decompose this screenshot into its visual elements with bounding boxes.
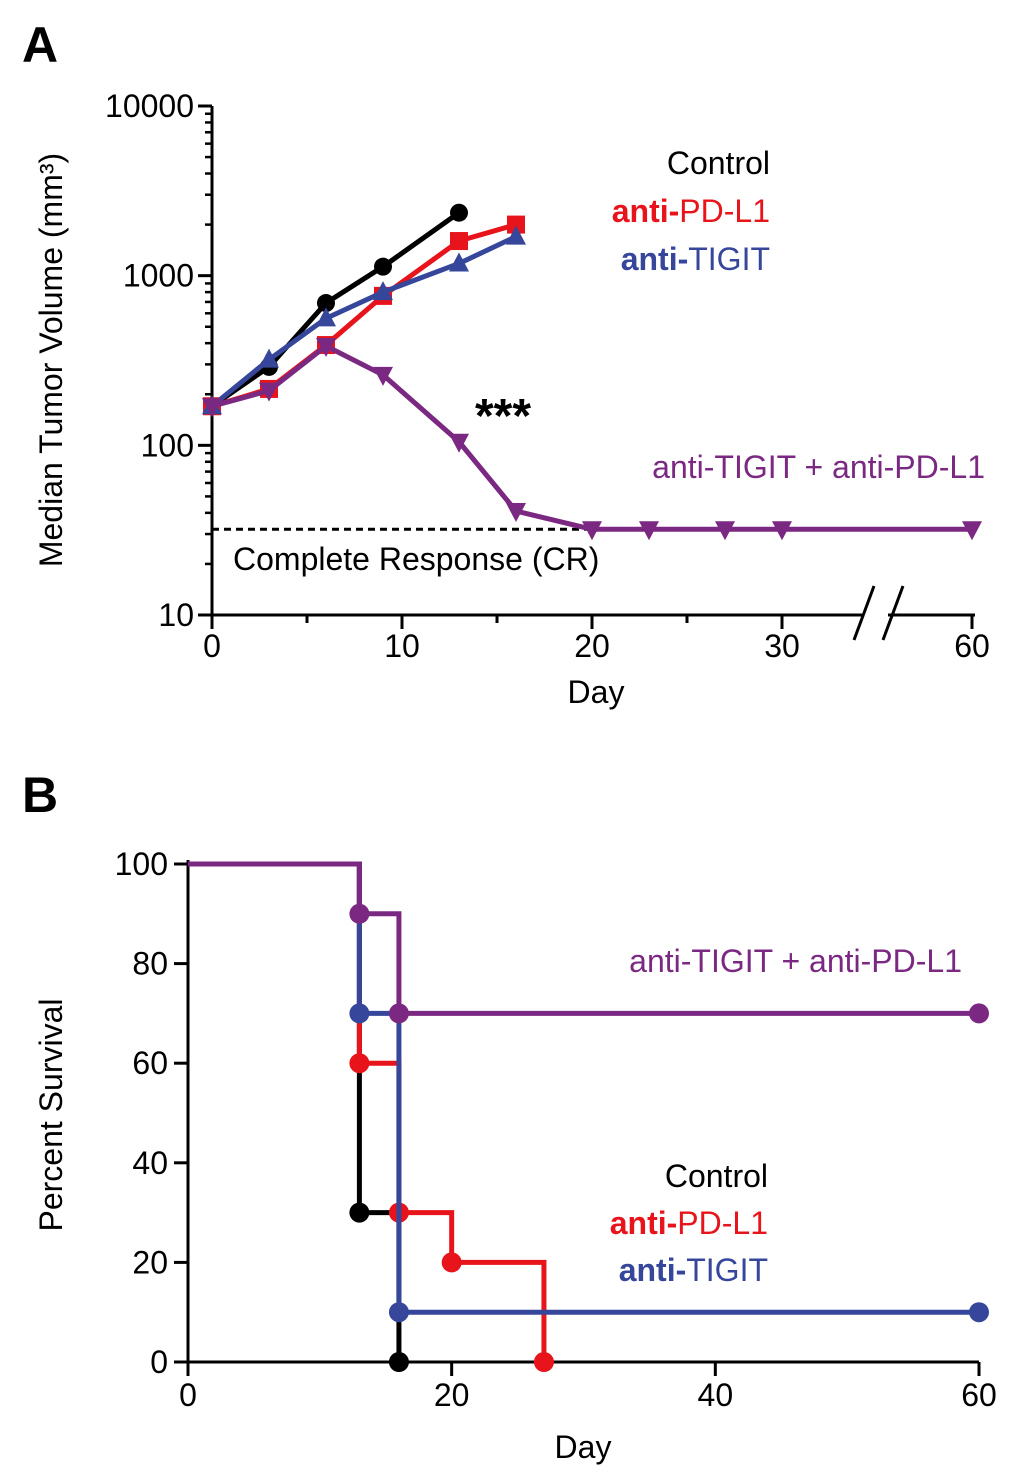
- anti_pdl1-censor-marker: [441, 1252, 462, 1273]
- panel-a-cr-label: Complete Response (CR): [233, 541, 599, 577]
- combo-point: [316, 338, 336, 358]
- y-tick-label: 40: [132, 1145, 168, 1181]
- combo-point: [449, 433, 469, 453]
- control-censor-marker: [349, 1202, 370, 1223]
- y-tick-label: 100: [141, 427, 194, 463]
- legend-entry: anti-TIGIT: [619, 1252, 768, 1288]
- legend-bold-prefix: anti-: [610, 1205, 678, 1241]
- combo-point: [259, 382, 279, 402]
- anti_pdl1-line: [211, 222, 517, 409]
- anti_tigit-censor-marker: [349, 1003, 370, 1024]
- axis-break-mark: [881, 585, 905, 641]
- x-tick-label: 10: [384, 628, 420, 664]
- y-tick-label: 100: [115, 846, 168, 882]
- combo-censor-marker: [349, 903, 370, 924]
- anti_tigit-point: [316, 307, 336, 327]
- anti_tigit-point: [373, 281, 393, 301]
- anti_pdl1-point: [507, 215, 525, 234]
- panel-b-letter: B: [22, 767, 58, 823]
- combo-point: [202, 398, 222, 418]
- y-tick-label: 10000: [105, 88, 194, 124]
- anti_tigit-line: [210, 234, 518, 409]
- legend-entry: Control: [667, 145, 770, 181]
- legend-label: PD-L1: [677, 1205, 768, 1241]
- combo-point: [772, 521, 792, 541]
- anti_tigit-point: [259, 348, 279, 368]
- x-tick-label: 20: [434, 1377, 470, 1413]
- legend-entry: anti-PD-L1: [612, 193, 770, 229]
- anti_pdl1-censor-marker: [533, 1352, 554, 1372]
- legend-entry: anti-TIGIT: [621, 241, 770, 277]
- panel-b-y-axis-label: Percent Survival: [33, 999, 69, 1232]
- control-survival-curve: [188, 861, 402, 1362]
- control-point: [374, 257, 392, 276]
- anti_tigit-point: [449, 252, 469, 272]
- legend-bold-prefix: anti-: [619, 1252, 687, 1288]
- combo-point: [639, 521, 659, 541]
- control-censor-marker: [388, 1352, 409, 1372]
- combo-point: [582, 521, 602, 541]
- anti_pdl1-censor-marker: [349, 1053, 370, 1074]
- combo-point: [962, 521, 982, 541]
- x-tick-label: 20: [574, 628, 610, 664]
- combo-survival-curve: [188, 861, 979, 1016]
- legend-bold-prefix: anti-: [621, 241, 689, 277]
- panel-a-significance: ***: [475, 390, 531, 443]
- x-tick-label: 30: [764, 628, 800, 664]
- legend-label: TIGIT: [686, 1252, 768, 1288]
- legend-label: Control: [667, 145, 770, 181]
- anti_pdl1-survival-curve: [188, 861, 547, 1362]
- y-tick-label: 1000: [123, 258, 194, 294]
- y-tick-label: 60: [132, 1045, 168, 1081]
- x-tick-label: 60: [954, 628, 990, 664]
- legend-entry: anti-PD-L1: [610, 1205, 768, 1241]
- anti_tigit-point: [506, 225, 526, 245]
- anti_pdl1-point: [450, 232, 468, 251]
- legend-entry: Control: [665, 1158, 768, 1194]
- x-tick-label: 0: [179, 1377, 197, 1413]
- panel-a-x-axis-label: Day: [568, 674, 625, 710]
- panel-b-x-axis-label: Day: [555, 1429, 612, 1465]
- anti_tigit-survival-curve: [188, 861, 979, 1315]
- panel-a-combo-label: anti-TIGIT + anti-PD-L1: [652, 449, 985, 485]
- panel-b-survival-chart: B 0 20 40 60 80 100 0 20 40 60 Percent Survival D…: [22, 767, 997, 1465]
- combo-point: [715, 521, 735, 541]
- legend-label: PD-L1: [679, 193, 770, 229]
- panel-a-y-axis-label: Median Tumor Volume (mm³): [33, 153, 69, 567]
- y-tick-label: 10: [158, 597, 194, 633]
- x-tick-label: 0: [203, 628, 221, 664]
- control-point: [450, 203, 468, 222]
- panel-a-letter: A: [22, 17, 58, 73]
- control-point: [317, 294, 335, 313]
- anti_tigit-censor-marker: [969, 1302, 989, 1323]
- legend-label: Control: [665, 1158, 768, 1194]
- combo-point: [506, 503, 526, 523]
- anti_tigit-censor-marker: [388, 1302, 409, 1323]
- combo-censor-marker: [388, 1003, 409, 1024]
- panel-b-axes: 0 20 40 60 80 100 0 20 40 60: [115, 846, 997, 1413]
- legend-label: TIGIT: [688, 241, 770, 277]
- x-tick-label: 40: [698, 1377, 734, 1413]
- y-tick-label: 20: [132, 1244, 168, 1280]
- x-tick-label: 60: [961, 1377, 997, 1413]
- panel-b-combo-label: anti-TIGIT + anti-PD-L1: [629, 943, 962, 979]
- legend-bold-prefix: anti-: [612, 193, 680, 229]
- y-tick-label: 0: [150, 1344, 168, 1380]
- axis-break-mark: [852, 585, 876, 641]
- combo-censor-marker: [969, 1003, 989, 1024]
- combo-line: [211, 343, 972, 532]
- panel-a-series: [202, 203, 982, 541]
- panel-b-series: [188, 861, 989, 1372]
- combo-point: [373, 366, 393, 386]
- y-tick-label: 80: [132, 946, 168, 982]
